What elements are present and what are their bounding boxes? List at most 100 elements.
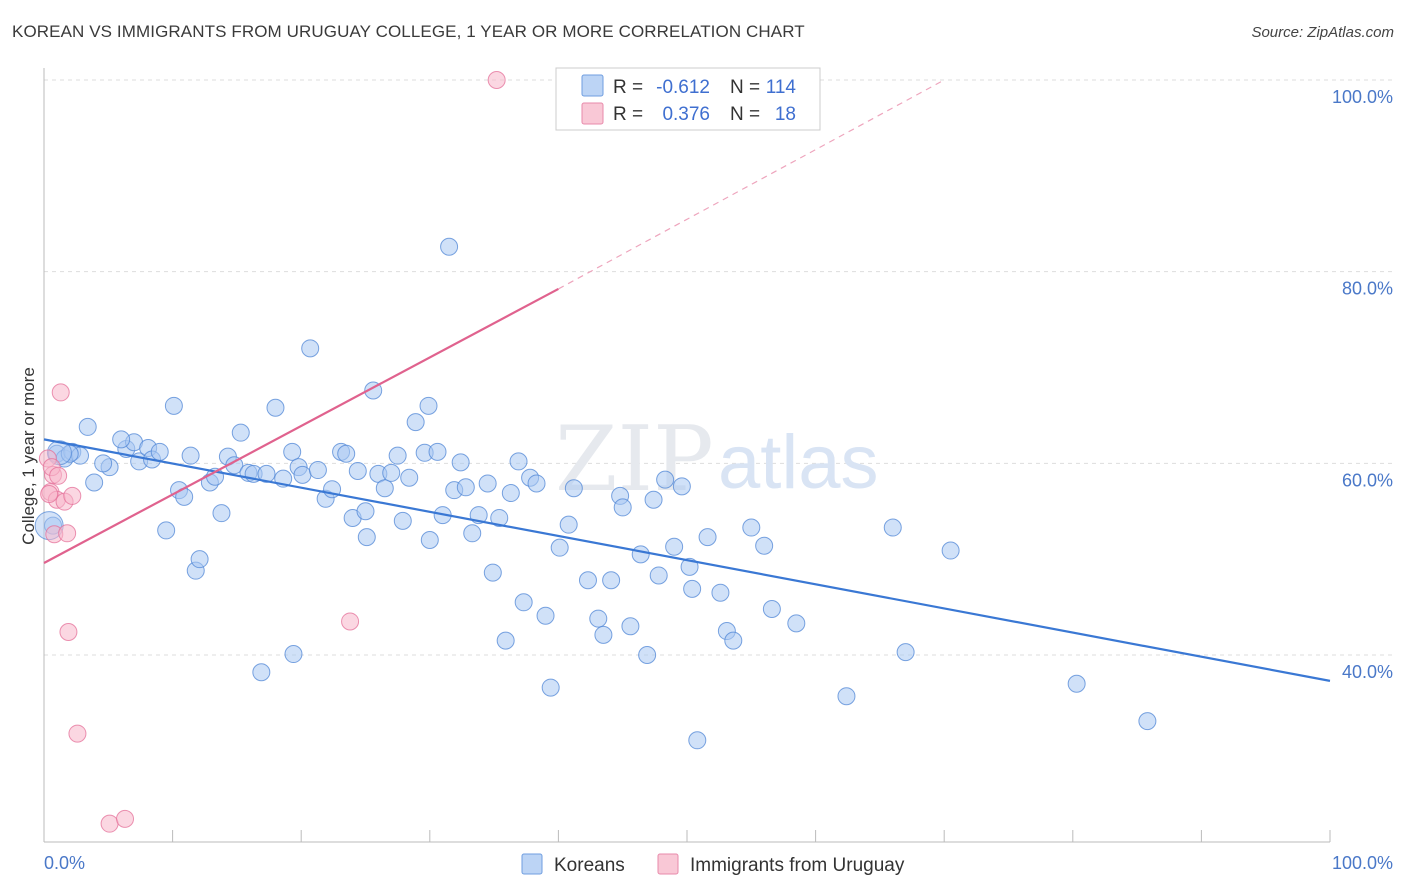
korean-point-15 (157, 521, 176, 540)
korean-point-52 (393, 511, 412, 530)
legend-r-label-uruguay: R = (613, 104, 643, 125)
korean-point-89 (649, 566, 668, 585)
y-axis-title: College, 1 year or more (19, 367, 38, 545)
bottom-legend-label-koreans: Koreans (554, 855, 625, 876)
legend-r-label-koreans: R = (613, 77, 643, 98)
legend-n-value-uruguay: 18 (775, 104, 796, 125)
korean-point-107 (941, 541, 960, 560)
legend-swatch-koreans (581, 74, 604, 97)
korean-point-112 (356, 502, 375, 521)
korean-point-21 (190, 550, 209, 569)
korean-point-87 (638, 646, 657, 664)
uruguay-trend-line-extension (558, 79, 945, 290)
korean-point-74 (536, 606, 555, 625)
korean-point-46 (357, 528, 376, 547)
koreans-points (34, 237, 1157, 750)
korean-point-82 (602, 571, 621, 590)
korean-point-16 (164, 396, 183, 415)
korean-point-77 (559, 515, 578, 534)
watermark-zip: ZIP (555, 407, 714, 512)
korean-point-80 (589, 609, 608, 628)
korean-point-109 (1138, 712, 1157, 731)
korean-point-75 (541, 678, 560, 697)
korean-point-93 (680, 557, 699, 576)
korean-point-90 (656, 470, 675, 489)
korean-point-88 (644, 490, 663, 509)
korean-point-70 (509, 452, 528, 471)
korean-point-96 (698, 528, 717, 547)
uruguay-point-8 (59, 623, 78, 641)
bottom-legend-label-uruguay: Immigrants from Uruguay (690, 855, 905, 876)
korean-point-105 (883, 518, 902, 537)
x-tick-label-max: 100.0% (1332, 853, 1393, 873)
korean-point-32 (266, 398, 285, 417)
korean-point-4 (78, 417, 97, 436)
korean-point-95 (688, 731, 707, 750)
korean-point-24 (212, 504, 231, 523)
uruguay-point-17 (40, 485, 59, 503)
korean-point-86 (631, 545, 650, 564)
korean-point-102 (837, 687, 856, 706)
korean-point-61 (451, 453, 470, 472)
korean-point-91 (665, 537, 684, 556)
korean-point-35 (284, 645, 303, 664)
korean-point-62 (456, 478, 475, 497)
korean-point-57 (428, 442, 447, 461)
uruguay-points (38, 71, 506, 833)
korean-point-49 (375, 479, 394, 498)
korean-point-108 (1067, 674, 1086, 693)
uruguay-point-15 (341, 612, 360, 631)
korean-point-106 (896, 643, 915, 662)
source-credit: Source: ZipAtlas.com (1251, 24, 1394, 41)
uruguay-point-7 (58, 524, 77, 543)
bottom-legend: Koreans Immigrants from Uruguay (521, 853, 905, 876)
uruguay-point-10 (68, 724, 87, 743)
korean-point-34 (283, 442, 302, 461)
korean-point-37 (293, 465, 312, 484)
x-ticks (172, 830, 1331, 842)
korean-point-78 (564, 479, 583, 498)
korean-point-50 (382, 463, 401, 482)
korean-point-54 (406, 413, 425, 432)
korean-point-45 (348, 462, 367, 480)
watermark-atlas: atlas (718, 420, 879, 505)
korean-point-94 (683, 579, 702, 598)
legend-r-value-koreans: -0.612 (656, 77, 710, 98)
korean-point-5 (85, 473, 104, 492)
korean-point-85 (621, 617, 640, 636)
korean-point-81 (594, 625, 613, 644)
uruguay-point-5 (51, 383, 70, 402)
korean-point-65 (478, 474, 497, 493)
bottom-legend-swatch-koreans (521, 853, 543, 875)
korean-point-103 (762, 600, 781, 618)
korean-point-10 (112, 430, 131, 449)
legend-swatch-uruguay (581, 102, 604, 125)
korean-point-59 (440, 237, 459, 256)
korean-point-30 (252, 663, 271, 682)
korean-point-43 (337, 444, 356, 463)
korean-point-101 (755, 536, 774, 555)
y-tick-label-40: 40.0% (1342, 662, 1393, 682)
korean-point-31 (257, 464, 276, 483)
bottom-legend-swatch-uruguay (657, 853, 679, 875)
uruguay-point-13 (100, 814, 119, 833)
legend-n-label-koreans: N = (730, 77, 760, 98)
uruguay-point-12 (49, 466, 68, 485)
korean-point-19 (181, 446, 200, 465)
korean-point-38 (301, 339, 320, 358)
korean-point-92 (672, 477, 691, 496)
trend-lines (43, 79, 1331, 682)
korean-point-84 (613, 498, 632, 517)
korean-point-56 (419, 396, 438, 415)
korean-point-100 (742, 518, 761, 537)
y-tick-label-80: 80.0% (1342, 279, 1393, 299)
korean-point-63 (463, 524, 482, 543)
korean-point-113 (420, 531, 439, 549)
uruguay-point-16 (487, 71, 506, 89)
uruguay-point-9 (63, 486, 82, 505)
uruguay-trend-line (43, 287, 559, 564)
korean-point-51 (388, 446, 407, 465)
x-tick-label-min: 0.0% (44, 853, 85, 873)
y-tick-labels: 40.0% 60.0% 80.0% 100.0% (1332, 87, 1393, 682)
